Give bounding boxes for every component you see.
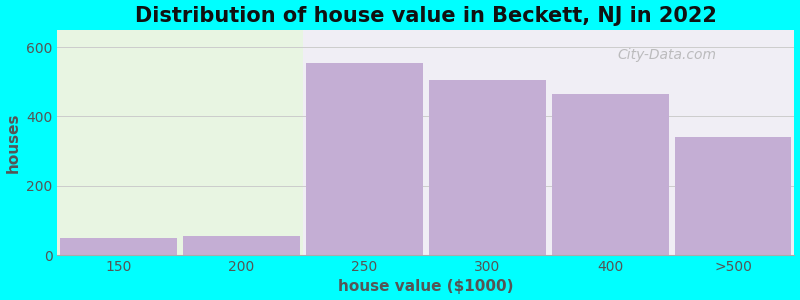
Y-axis label: houses: houses <box>6 112 21 173</box>
Text: City-Data.com: City-Data.com <box>618 48 717 62</box>
Bar <box>306 63 423 255</box>
Title: Distribution of house value in Beckett, NJ in 2022: Distribution of house value in Beckett, … <box>135 6 717 26</box>
X-axis label: house value ($1000): house value ($1000) <box>338 279 514 294</box>
Bar <box>303 30 794 255</box>
Bar <box>674 137 791 255</box>
Bar <box>58 30 303 255</box>
Bar <box>61 238 177 255</box>
Bar <box>552 94 669 255</box>
Bar <box>183 236 300 255</box>
Bar <box>429 80 546 255</box>
